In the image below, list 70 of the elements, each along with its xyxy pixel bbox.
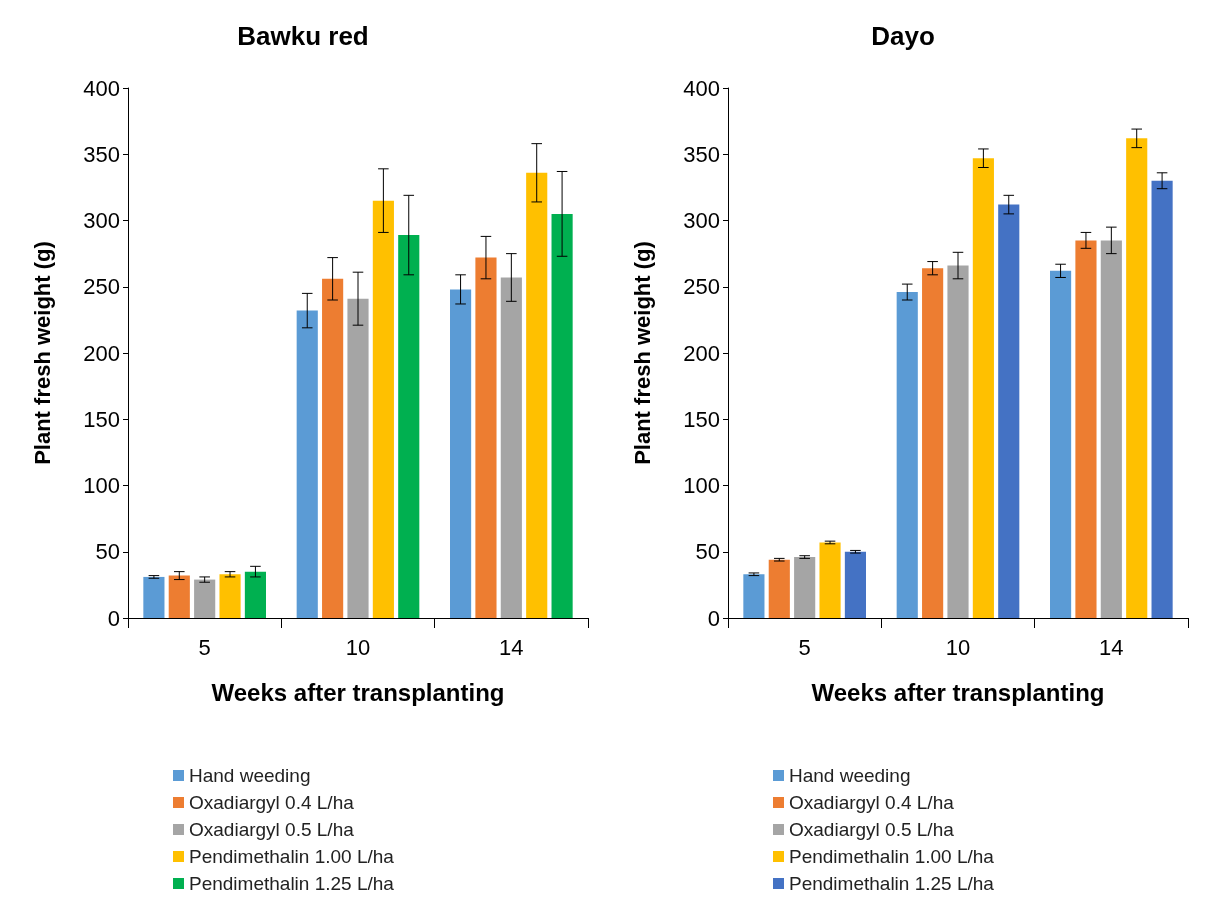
bar xyxy=(194,579,216,618)
x-tick-label: 14 xyxy=(499,634,524,660)
bar xyxy=(244,571,266,618)
y-tick-label: 300 xyxy=(683,208,720,233)
y-tick-label: 50 xyxy=(695,539,720,565)
bar xyxy=(322,278,344,618)
legend-label: Oxadiargyl 0.5 L/ha xyxy=(189,819,355,840)
y-tick-label: 50 xyxy=(95,539,120,565)
legend-label: Hand weeding xyxy=(789,765,911,786)
bar xyxy=(219,574,241,618)
y-tick-label: 0 xyxy=(107,605,120,631)
y-tick-label: 100 xyxy=(83,473,120,498)
y-tick-label: 400 xyxy=(83,75,120,101)
bar xyxy=(896,292,918,618)
y-axis-title: Plant fresh weight (g) xyxy=(29,241,55,465)
bar xyxy=(947,265,969,618)
chart-title: Bawku red xyxy=(237,21,369,51)
y-tick-label: 350 xyxy=(683,141,720,167)
bar xyxy=(1151,180,1173,618)
legend-label: Pendimethalin 1.00 L/ha xyxy=(189,846,395,867)
bar xyxy=(551,213,573,618)
bar xyxy=(347,298,369,618)
bar xyxy=(922,268,944,618)
y-tick-label: 150 xyxy=(83,406,120,432)
legend-label: Pendimethalin 1.00 L/ha xyxy=(789,846,995,867)
y-tick-label: 100 xyxy=(683,473,720,498)
bar xyxy=(1126,138,1148,618)
bar xyxy=(372,200,394,618)
y-tick-label: 250 xyxy=(683,274,720,300)
bar xyxy=(794,557,816,618)
bar xyxy=(475,257,497,618)
y-tick-label: 0 xyxy=(707,605,720,631)
x-tick-label: 10 xyxy=(345,634,371,660)
legend-label: Pendimethalin 1.25 L/ha xyxy=(789,873,995,894)
bar xyxy=(526,172,548,618)
y-tick-label: 300 xyxy=(83,208,120,233)
x-tick-label: 14 xyxy=(1099,634,1124,660)
legend-label: Oxadiargyl 0.4 L/ha xyxy=(189,792,355,813)
bar xyxy=(450,289,472,618)
bar xyxy=(844,551,866,618)
bar xyxy=(743,574,765,618)
bar xyxy=(1050,270,1072,618)
y-tick-label: 350 xyxy=(83,141,120,167)
bar xyxy=(1100,240,1122,618)
x-axis-title: Weeks after transplanting xyxy=(211,678,505,706)
x-tick-label: 10 xyxy=(945,634,971,660)
x-tick-label: 5 xyxy=(198,634,211,660)
bar xyxy=(768,559,790,618)
x-axis-title: Weeks after transplanting xyxy=(811,678,1105,706)
bar xyxy=(819,542,841,618)
legend-label: Pendimethalin 1.25 L/ha xyxy=(189,873,395,894)
legend-label: Oxadiargyl 0.5 L/ha xyxy=(789,819,955,840)
y-tick-label: 150 xyxy=(683,406,720,432)
y-tick-label: 200 xyxy=(683,340,720,366)
bar xyxy=(1075,240,1097,618)
legend-label: Oxadiargyl 0.4 L/ha xyxy=(789,792,955,813)
bar xyxy=(296,310,318,618)
bar xyxy=(143,576,165,618)
y-tick-label: 250 xyxy=(83,274,120,300)
bar xyxy=(972,158,994,618)
y-tick-label: 200 xyxy=(83,340,120,366)
y-tick-label: 400 xyxy=(683,75,720,101)
y-axis-title: Plant fresh weight (g) xyxy=(629,241,655,465)
bar xyxy=(500,277,522,618)
bar xyxy=(398,235,420,618)
x-tick-label: 5 xyxy=(798,634,811,660)
bar xyxy=(998,204,1020,618)
chart-title: Dayo xyxy=(871,21,935,51)
bar xyxy=(168,575,190,618)
legend-label: Hand weeding xyxy=(189,765,311,786)
